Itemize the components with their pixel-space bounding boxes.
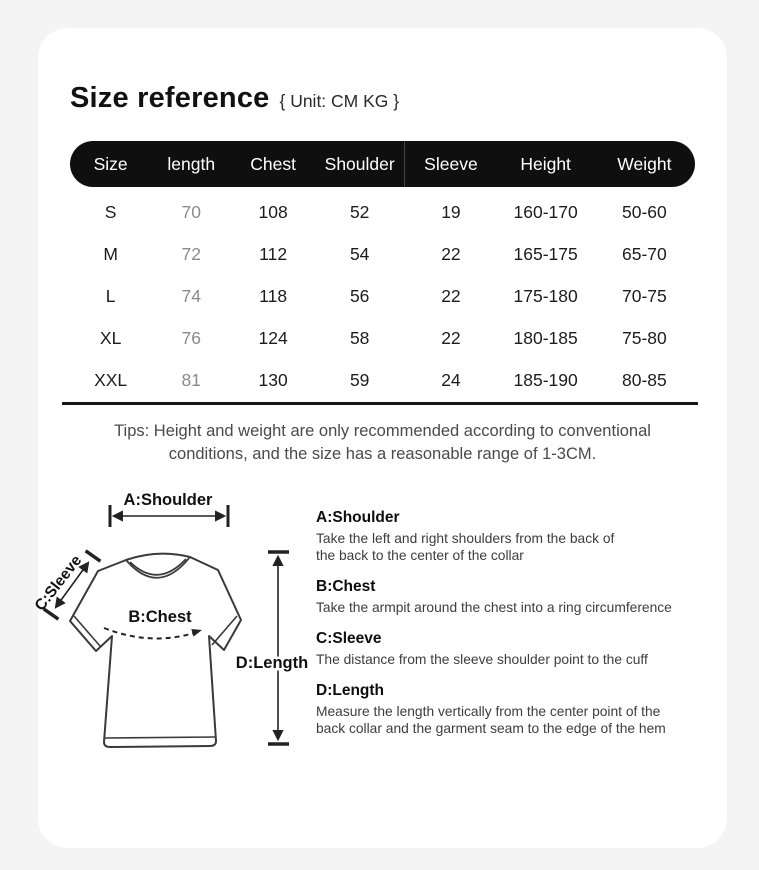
- chest-cell: 108: [258, 201, 288, 222]
- sleeve-cell: 19: [441, 201, 461, 222]
- length-arrow-endbars: [268, 550, 289, 746]
- column-header-chest: Chest: [250, 153, 296, 174]
- column-header-sleeve: Sleeve: [424, 153, 478, 174]
- chest-dashed-curve: [103, 627, 195, 640]
- size-cell: L: [105, 285, 116, 306]
- weight-cell: 80-85: [621, 369, 667, 390]
- length-diagram-label: D:Length: [236, 654, 308, 672]
- table-bottom-rule: [62, 402, 698, 405]
- shoulder-cell: 54: [349, 243, 370, 264]
- size-table: Size length Chest Shoulder Sleeve Height…: [70, 141, 695, 401]
- height-cell: 165-175: [513, 243, 578, 264]
- column-header-shoulder: Shoulder: [324, 153, 395, 174]
- shoulder-diagram-label: A:Shoulder: [124, 491, 213, 509]
- table-row: S 70 108 52 19 160-170 50-60: [70, 191, 695, 233]
- guide-text-line: Measure the length vertically from the c…: [316, 704, 661, 719]
- height-cell: 160-170: [513, 201, 578, 222]
- guide-heading: B:Chest: [316, 578, 376, 595]
- shoulder-cell: 56: [349, 285, 370, 306]
- table-row: XXL 81 130 59 24 185-190 80-85: [70, 359, 695, 401]
- table-row: M 72 112 54 22 165-175 65-70: [70, 233, 695, 275]
- length-cell: 81: [181, 369, 201, 390]
- size-cell: XL: [99, 327, 122, 348]
- shoulder-arrow-endbars: [108, 505, 230, 527]
- size-reference-card: Size reference { Unit: CM KG } Size leng…: [32, 28, 727, 848]
- tshirt-outline: [69, 552, 242, 748]
- title-row: Size reference { Unit: CM KG }: [70, 82, 399, 115]
- measure-guide: A:Shoulder Take the left and right shoul…: [316, 509, 734, 751]
- guide-text-line: back collar and the garment seam to the …: [316, 721, 666, 736]
- tshirt-collar-lines: [125, 556, 191, 579]
- guide-block-sleeve: C:Sleeve The distance from the sleeve sh…: [316, 630, 734, 668]
- sleeve-cell: 22: [441, 327, 461, 348]
- guide-block-shoulder: A:Shoulder Take the left and right shoul…: [316, 509, 734, 564]
- sleeve-arrow: [54, 561, 90, 609]
- weight-cell: 65-70: [621, 243, 667, 264]
- tips-note: Tips: Height and weight are only recomme…: [38, 420, 727, 466]
- guide-text-line: the back to the center of the collar: [316, 548, 524, 563]
- tips-line-1: Tips: Height and weight are only recomme…: [114, 422, 651, 440]
- sleeve-arrow-endbars: [42, 549, 102, 621]
- column-header-size: Size: [93, 153, 128, 174]
- height-cell: 185-190: [513, 369, 578, 390]
- guide-block-chest: B:Chest Take the armpit around the chest…: [316, 578, 734, 616]
- sleeve-cell: 24: [441, 369, 461, 390]
- tips-line-2: conditions, and the size has a reasonabl…: [168, 445, 597, 463]
- chest-arrowhead: [191, 629, 202, 637]
- tshirt-diagram-svg: A:Shoulder C:Sleeve B:Chest D:Length: [32, 491, 311, 748]
- shoulder-cell: 58: [349, 327, 370, 348]
- length-cell: 72: [181, 243, 201, 264]
- table-header-row: Size length Chest Shoulder Sleeve Height…: [70, 141, 695, 187]
- shoulder-cell: 52: [349, 201, 370, 222]
- length-cell: 70: [181, 201, 201, 222]
- weight-cell: 70-75: [621, 285, 667, 306]
- tshirt-cuff-and-hem-lines: [73, 615, 238, 739]
- chest-cell: 118: [259, 285, 288, 306]
- column-header-length: length: [167, 153, 216, 174]
- weight-cell: 75-80: [621, 327, 667, 348]
- size-cell: XXL: [94, 369, 128, 390]
- weight-cell: 50-60: [621, 201, 667, 222]
- chest-diagram-label: B:Chest: [128, 608, 192, 626]
- column-header-weight: Weight: [617, 153, 672, 174]
- column-header-height: Height: [520, 153, 571, 174]
- guide-heading: A:Shoulder: [316, 509, 400, 526]
- guide-heading: C:Sleeve: [316, 630, 382, 647]
- size-cell: M: [103, 243, 118, 264]
- header-divider-line: [404, 141, 405, 187]
- size-cell: S: [104, 201, 117, 222]
- sleeve-diagram-label: C:Sleeve: [32, 552, 86, 614]
- length-cell: 74: [181, 285, 201, 306]
- chest-cell: 130: [258, 369, 288, 390]
- guide-block-length: D:Length Measure the length vertically f…: [316, 682, 734, 737]
- table-row: L 74 118 56 22 175-180 70-75: [70, 275, 695, 317]
- shoulder-cell: 59: [349, 369, 370, 390]
- chest-cell: 124: [258, 327, 288, 348]
- unit-note: { Unit: CM KG }: [279, 91, 400, 111]
- table-body: S 70 108 52 19 160-170 50-60 M 72 112 54…: [70, 187, 695, 401]
- height-cell: 180-185: [513, 327, 578, 348]
- guide-text-line: Take the left and right shoulders from t…: [316, 531, 615, 546]
- sleeve-cell: 22: [441, 243, 461, 264]
- page-title: Size reference: [70, 82, 270, 114]
- table-row: XL 76 124 58 22 180-185 75-80: [70, 317, 695, 359]
- guide-text-line: Take the armpit around the chest into a …: [316, 600, 672, 615]
- length-cell: 76: [181, 327, 201, 348]
- chest-cell: 112: [259, 243, 288, 264]
- guide-text-line: The distance from the sleeve shoulder po…: [316, 652, 648, 667]
- height-cell: 175-180: [513, 285, 578, 306]
- guide-heading: D:Length: [316, 682, 385, 699]
- sleeve-cell: 22: [441, 285, 461, 306]
